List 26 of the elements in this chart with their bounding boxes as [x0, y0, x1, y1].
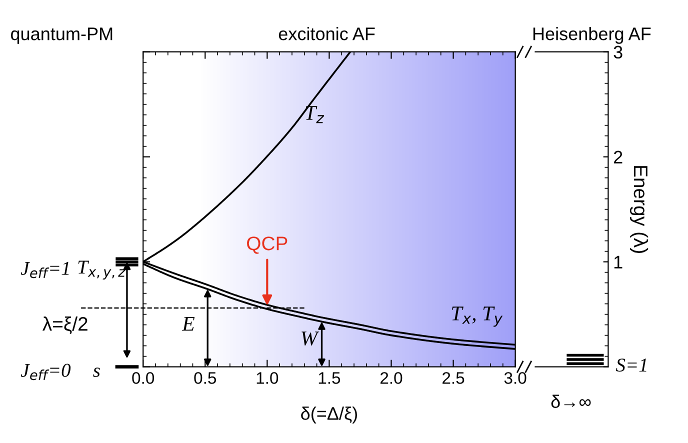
- text: J$_{eff}$=1: [20, 262, 69, 278]
- text: excitonic AF: [278, 27, 375, 40]
- x-tick-label: 0.0: [132, 372, 154, 384]
- x-tick-label: 1.0: [256, 372, 278, 384]
- x-axis-title: δ(=Δ/ξ): [301, 406, 357, 424]
- y-tick-label: 1: [614, 256, 622, 268]
- text: quantum-PM: [11, 28, 112, 44]
- annotation: W: [302, 332, 320, 346]
- text: λ=ξ/2: [42, 316, 88, 334]
- text: T$_{x,y,z}$: [78, 260, 126, 280]
- text: J$_{eff}$=0: [20, 364, 71, 380]
- annotation: QCP: [247, 236, 288, 254]
- annotation: T$_{x}$, T$_{y}$: [452, 306, 503, 327]
- x-tick-label: 0.5: [194, 372, 216, 384]
- x-tick-label: 2.5: [442, 372, 464, 384]
- text: s: [93, 368, 100, 377]
- text: δ→∞: [551, 394, 591, 408]
- annotation: E: [182, 316, 195, 331]
- x-tick-label: 1.5: [318, 372, 340, 384]
- y-axis-title: Energy (λ): [630, 166, 648, 253]
- x-tick-label: 3.0: [504, 372, 526, 384]
- text: S=1: [616, 358, 646, 372]
- y-tick-label: 2: [614, 150, 622, 164]
- text: Heisenberg AF: [533, 27, 651, 44]
- y-tick-label: 3: [614, 46, 622, 59]
- x-tick-label: 2.0: [380, 372, 402, 384]
